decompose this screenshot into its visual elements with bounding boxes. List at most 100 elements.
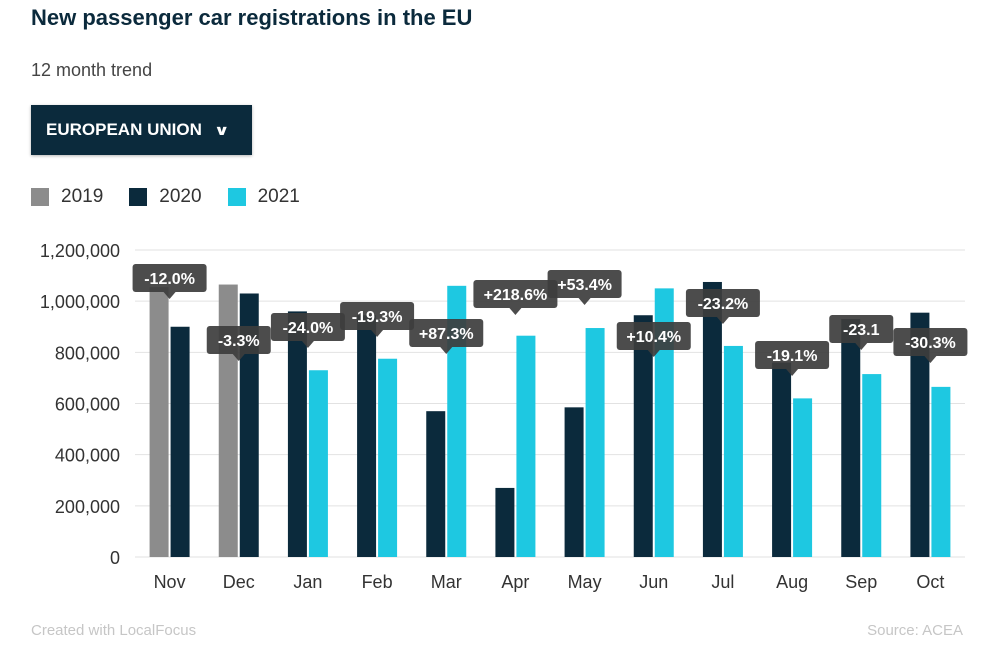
- x-tick-label: Feb: [362, 572, 393, 592]
- chart-legend: 2019 2020 2021: [31, 186, 326, 208]
- bar-chart: 0 200,000 400,000 600,000 800,000 1,000,000 1,…: [40, 241, 968, 592]
- x-tick-label: Sep: [845, 572, 877, 592]
- bar-2021: [585, 328, 605, 557]
- bar-2019: [149, 287, 169, 557]
- bar-2021: [516, 335, 536, 557]
- change-callout: +87.3%: [409, 319, 484, 354]
- change-callout: -19.1%: [755, 341, 830, 376]
- bar-2021: [378, 358, 398, 557]
- callout-pointer: [855, 343, 868, 350]
- y-tick-label: 1,000,000: [40, 292, 120, 312]
- region-dropdown-label: EUROPEAN UNION: [46, 120, 202, 139]
- bar-2020: [633, 315, 653, 557]
- callout-box: [616, 322, 691, 350]
- chart-subtitle: 12 month trend: [31, 60, 153, 80]
- callout-box: [340, 302, 415, 330]
- x-tick-label: May: [568, 572, 602, 592]
- callout-pointer: [924, 356, 937, 363]
- callout-pointer: [578, 298, 591, 305]
- callout-pointer: [716, 317, 729, 324]
- bar-2020: [239, 293, 259, 557]
- callout-label: +218.6%: [484, 287, 548, 304]
- bar-2021: [793, 398, 813, 557]
- footer-source: Source: ACEA: [867, 622, 963, 639]
- callout-pointer: [163, 292, 176, 299]
- change-callout: -12.0%: [132, 264, 207, 299]
- bar-2021: [447, 285, 467, 557]
- callout-label: -19.1%: [767, 348, 818, 365]
- callout-box: [755, 341, 830, 369]
- legend-item-2019[interactable]: 2019: [31, 186, 103, 208]
- x-tick-label: Jun: [639, 572, 668, 592]
- bar-2020: [287, 311, 307, 557]
- callout-box: [409, 319, 484, 347]
- chart-title: New passenger car registrations in the E…: [31, 5, 473, 30]
- x-tick-label: Oct: [916, 572, 944, 592]
- bar-2021: [931, 386, 951, 557]
- callout-box: [270, 313, 345, 341]
- y-tick-label: 0: [110, 548, 120, 568]
- x-tick-label: Dec: [223, 572, 255, 592]
- callout-box: [829, 315, 894, 343]
- change-callout: +10.4%: [616, 322, 691, 357]
- callout-label: -3.3%: [218, 333, 260, 350]
- legend-item-2020[interactable]: 2020: [129, 186, 202, 208]
- callout-label: -23.2%: [698, 296, 749, 313]
- change-callout: +53.4%: [547, 270, 622, 305]
- callout-box: [206, 326, 271, 354]
- bar-2019: [218, 284, 238, 557]
- y-tick-label: 200,000: [55, 497, 120, 517]
- bar-2020: [426, 411, 446, 557]
- callout-label: +53.4%: [557, 277, 612, 294]
- chevron-down-icon: ∨: [213, 121, 230, 138]
- bar-2020: [702, 281, 722, 557]
- change-callout: -23.1: [829, 315, 894, 350]
- callout-label: -19.3%: [352, 309, 403, 326]
- callout-pointer: [440, 347, 453, 354]
- change-callout: -23.2%: [685, 289, 760, 324]
- callout-pointer: [509, 308, 522, 315]
- callout-box: [473, 280, 558, 308]
- bar-2021: [308, 370, 328, 557]
- change-callout: -3.3%: [206, 326, 271, 361]
- legend-swatch-2019: [31, 188, 49, 206]
- callout-pointer: [647, 350, 660, 357]
- bar-2020: [564, 407, 584, 557]
- callout-box: [685, 289, 760, 317]
- change-callout: -19.3%: [340, 302, 415, 337]
- callout-pointer: [371, 330, 384, 337]
- bar-2020: [910, 312, 930, 557]
- y-tick-label: 600,000: [55, 395, 120, 415]
- y-tick-label: 400,000: [55, 446, 120, 466]
- callout-box: [132, 264, 207, 292]
- callout-pointer: [232, 354, 245, 361]
- x-tick-label: Nov: [154, 572, 186, 592]
- bar-2021: [654, 288, 674, 557]
- callout-pointer: [301, 341, 314, 348]
- y-tick-label: 800,000: [55, 343, 120, 363]
- callout-box: [547, 270, 622, 298]
- x-tick-label: Apr: [501, 572, 529, 592]
- x-tick-label: Aug: [776, 572, 808, 592]
- callout-label: +10.4%: [626, 329, 681, 346]
- callout-label: -24.0%: [283, 320, 334, 337]
- legend-swatch-2021: [227, 188, 246, 206]
- bar-2020: [357, 315, 377, 557]
- legend-swatch-2020: [129, 188, 148, 206]
- legend-label-2020: 2020: [159, 186, 202, 207]
- region-dropdown[interactable]: EUROPEAN UNION ∨: [31, 105, 252, 155]
- footer-credit: Created with LocalFocus: [31, 622, 197, 639]
- x-tick-label: Jan: [293, 572, 322, 592]
- y-tick-label: 1,200,000: [40, 241, 120, 261]
- legend-label-2021: 2021: [257, 186, 300, 207]
- callout-label: -30.3%: [905, 335, 956, 352]
- callout-label: -23.1: [843, 322, 880, 339]
- legend-label-2019: 2019: [61, 186, 104, 207]
- bar-2021: [862, 374, 882, 557]
- bar-2020: [495, 487, 515, 557]
- bar-2020: [170, 326, 190, 557]
- legend-item-2021[interactable]: 2021: [227, 186, 300, 208]
- callout-label: -12.0%: [144, 271, 195, 288]
- callout-label: +87.3%: [419, 326, 474, 343]
- change-callout: -30.3%: [893, 328, 968, 363]
